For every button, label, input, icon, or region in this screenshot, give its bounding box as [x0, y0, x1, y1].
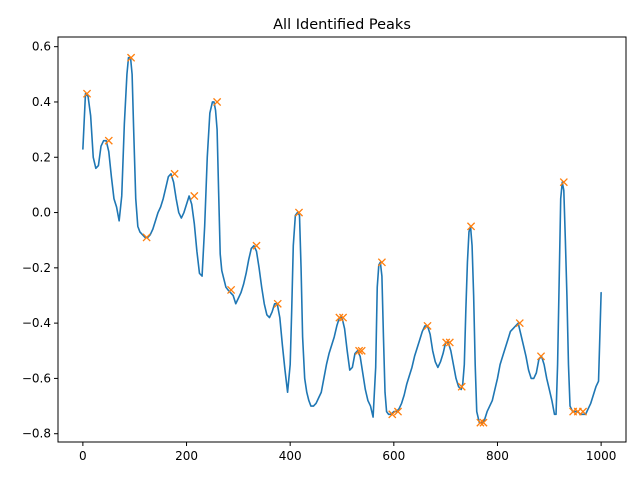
- x-tick-label: 800: [486, 449, 509, 463]
- y-tick-label: 0.4: [32, 95, 51, 109]
- peak-marker: [170, 169, 179, 178]
- peak-marker: [559, 178, 568, 187]
- x-axis: 0 200 400 600 800 1000: [79, 442, 616, 463]
- peak-marker: [536, 352, 546, 361]
- peak-marker: [127, 53, 136, 62]
- peak-marker: [190, 191, 199, 201]
- peak-marker: [457, 382, 466, 391]
- y-axis: −0.8 −0.6 −0.4 −0.2 0.0 0.2 0.4 0.6: [22, 40, 58, 441]
- peak-marker: [213, 97, 222, 107]
- x-tick-label: 0: [79, 449, 87, 463]
- x-tick-label: 600: [382, 449, 405, 463]
- peak-marker: [355, 346, 364, 355]
- peak-marker: [445, 338, 454, 347]
- axes-frame: [57, 36, 627, 443]
- y-tick-label: 0.6: [32, 40, 51, 54]
- peak-marker: [388, 410, 397, 419]
- y-tick-label: −0.2: [22, 261, 51, 275]
- peak-marker: [515, 319, 524, 328]
- x-tick-label: 200: [175, 449, 198, 463]
- y-tick-label: 0.0: [32, 206, 51, 220]
- x-tick-label: 1000: [586, 449, 617, 463]
- peak-marker: [227, 285, 236, 295]
- x-tick-label: 400: [279, 449, 302, 463]
- peak-marker: [479, 418, 488, 427]
- peak-marker: [393, 407, 403, 416]
- peak-marker: [82, 89, 92, 98]
- peak-marker: [442, 338, 451, 347]
- y-tick-label: −0.6: [22, 371, 51, 385]
- signal-line: [82, 56, 602, 424]
- peak-markers: [82, 53, 588, 427]
- chart-title: All Identified Peaks: [273, 17, 411, 33]
- peak-marker: [335, 313, 344, 322]
- peak-marker: [338, 313, 348, 322]
- peak-marker: [273, 299, 282, 308]
- y-tick-label: −0.8: [22, 427, 51, 441]
- peak-marker: [466, 222, 476, 231]
- plot-area: [82, 53, 602, 427]
- peak-marker: [142, 233, 151, 242]
- peak-marker: [104, 136, 113, 145]
- peak-marker: [357, 346, 366, 355]
- y-tick-label: −0.4: [22, 316, 51, 330]
- peak-marker: [476, 418, 485, 427]
- peak-marker: [294, 208, 304, 217]
- y-tick-label: 0.2: [32, 150, 51, 164]
- peak-marker: [423, 321, 432, 330]
- peak-marker: [578, 407, 588, 416]
- peak-marker: [377, 258, 386, 267]
- peak-marker: [252, 241, 261, 250]
